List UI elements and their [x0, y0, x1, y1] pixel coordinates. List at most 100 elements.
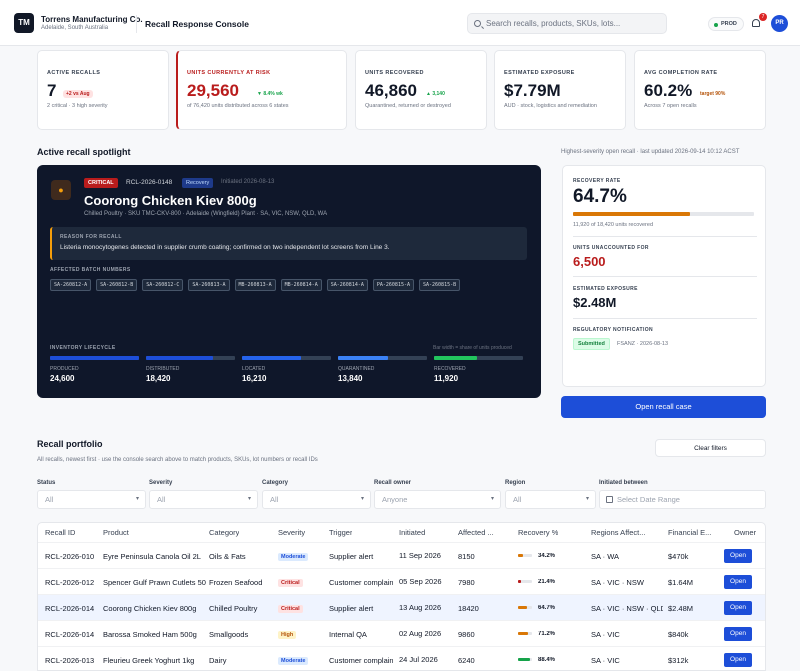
product-meta: Chilled Poultry · SKU TMC-CKV-800 · Adel… — [84, 211, 328, 217]
table-row[interactable]: RCL-2026-010 Eyre Peninsula Canola Oil 2… — [38, 542, 765, 568]
recovery-label: RECOVERY RATE — [573, 178, 621, 184]
filter-label-initiated: Initiated between — [599, 480, 648, 486]
open-button[interactable]: Open — [724, 575, 752, 589]
kpi-sub: Across 7 open recalls — [644, 103, 697, 109]
kpi-value: 46,860 — [365, 81, 417, 100]
kpi-sub: Quarantined, returned or destroyed — [365, 103, 451, 109]
cell-initiated: 02 Aug 2026 — [399, 629, 442, 638]
reason-label: REASON FOR RECALL — [60, 234, 122, 240]
lifecycle-stage: QUARANTINED 13,840 — [338, 356, 427, 383]
column-header[interactable]: Recall ID — [45, 528, 76, 537]
kpi-value: 60.2% — [644, 81, 693, 100]
table-row[interactable]: RCL-2026-014 Barossa Smoked Ham 500g Sma… — [38, 620, 765, 646]
cell-recall-id: RCL-2026-014 — [45, 604, 95, 613]
kpi-label: ESTIMATED EXPOSURE — [504, 70, 575, 76]
product-title: Coorong Chicken Kiev 800g — [84, 193, 257, 208]
table-row[interactable]: RCL-2026-014 Coorong Chicken Kiev 800g C… — [38, 594, 765, 620]
batch-list: SA-260812-A SA-260812-B SA-260812-C SA-2… — [50, 279, 461, 291]
cell-product: Eyre Peninsula Canola Oil 2L — [103, 552, 201, 561]
open-button[interactable]: Open — [724, 549, 752, 563]
lifecycle-stage: DISTRIBUTED 18,420 — [146, 356, 235, 383]
unaccounted-label: UNITS UNACCOUNTED FOR — [573, 245, 649, 251]
stage-value: 11,920 — [434, 374, 459, 383]
cell-product: Fleurieu Greek Yoghurt 1kg — [103, 656, 195, 665]
cell-regions: SA · WA — [591, 552, 620, 561]
recovery-track — [518, 632, 532, 635]
batch-chip: SA-260812-A — [50, 279, 92, 291]
stage-label: RECOVERED — [434, 366, 466, 372]
reason-text: Listeria monocytogenes detected in suppl… — [60, 244, 390, 251]
kpi-value: 7 — [47, 81, 57, 100]
table-row[interactable]: RCL-2026-012 Spencer Gulf Prawn Cutlets … — [38, 568, 765, 594]
kpi-label: ACTIVE RECALLS — [47, 70, 101, 76]
open-button[interactable]: Open — [724, 653, 752, 667]
avatar[interactable]: PR — [771, 15, 788, 32]
cell-financial: $1.64M — [668, 578, 694, 587]
regulatory-detail: FSANZ · 2026-08-13 — [617, 341, 669, 347]
company-logo: TM — [14, 13, 34, 33]
cell-category: Dairy — [209, 656, 227, 665]
cell-affected: 7980 — [458, 578, 475, 587]
cell-trigger: Customer complaint — [329, 578, 393, 587]
open-button[interactable]: Open — [724, 627, 752, 641]
divider — [573, 236, 757, 237]
severity-badge: Moderate — [278, 553, 309, 561]
open-recall-case-button[interactable]: Open recall case — [561, 396, 766, 418]
portfolio-heading: Recall portfolio — [37, 439, 103, 449]
column-header[interactable]: Severity — [278, 528, 306, 537]
filter-label-category: Category — [262, 480, 289, 486]
divider — [136, 15, 137, 33]
filter-label-owner: Recall owner — [374, 480, 412, 486]
cell-product: Barossa Smoked Ham 500g — [103, 630, 197, 639]
initiated-date: Initiated 2026-08-13 — [221, 179, 275, 185]
column-header[interactable]: Category — [209, 528, 240, 537]
column-header[interactable]: Owner — [734, 528, 757, 537]
recovery-track — [573, 212, 754, 216]
cell-recall-id: RCL-2026-014 — [45, 630, 95, 639]
filter-region-select[interactable]: All — [505, 490, 596, 509]
search-placeholder: Search recalls, products, SKUs, lots... — [486, 19, 621, 28]
spotlight-note: Highest-severity open recall · last upda… — [561, 149, 740, 155]
env-badge: PROD — [708, 17, 744, 31]
filter-category-select[interactable]: All — [262, 490, 371, 509]
open-button[interactable]: Open — [724, 601, 752, 615]
kpi-tag: target 90% — [700, 91, 726, 97]
kpi-tag: ▲ 3,140 — [426, 91, 445, 97]
recovery-track — [518, 580, 532, 583]
column-header[interactable]: Product — [103, 528, 129, 537]
cell-regions: SA · VIC — [591, 656, 620, 665]
table-row[interactable]: RCL-2026-013 Fleurieu Greek Yoghurt 1kg … — [38, 646, 765, 670]
kpi-units-at-risk: UNITS CURRENTLY AT RISK 29,560 ▼ 8.4% wk… — [176, 50, 347, 130]
date-range-input[interactable]: Select Date Range — [599, 490, 766, 509]
severity-badge: Moderate — [278, 657, 309, 665]
column-header[interactable]: Financial E... — [668, 528, 712, 537]
column-header[interactable]: Regions Affect... — [591, 528, 646, 537]
stage-label: PRODUCED — [50, 366, 79, 372]
cell-initiated: 13 Aug 2026 — [399, 603, 442, 612]
batch-chip: SA-260814-A — [326, 279, 368, 291]
portfolio-note: All recalls, newest first · use the cons… — [37, 457, 318, 463]
search-input[interactable]: Search recalls, products, SKUs, lots... — [467, 13, 667, 34]
bell-icon[interactable] — [752, 19, 760, 27]
severity-badge: Critical — [278, 605, 303, 613]
column-header[interactable]: Trigger — [329, 528, 353, 537]
top-bar: TM Torrens Manufacturing Co. Adelaide, S… — [0, 0, 800, 46]
filter-severity-select[interactable]: All — [149, 490, 258, 509]
status-badge: Recovery — [182, 178, 214, 188]
cell-recovery: 71.2% — [538, 631, 556, 637]
filter-status-select[interactable]: All — [37, 490, 146, 509]
column-header[interactable]: Initiated — [399, 528, 426, 537]
recovery-track — [518, 658, 532, 661]
severity-badge: CRITICAL — [84, 178, 118, 188]
org-location: Adelaide, South Australia — [41, 25, 109, 31]
column-header[interactable]: Recovery % — [518, 528, 559, 537]
column-header[interactable]: Affected ... — [458, 528, 494, 537]
calendar-icon — [606, 496, 613, 503]
recall-table: Recall ID Product Category Severity Trig… — [37, 522, 766, 671]
cell-category: Chilled Poultry — [209, 604, 258, 613]
filter-owner-select[interactable]: Anyone — [374, 490, 501, 509]
filter-label-region: Region — [505, 480, 526, 486]
clear-filters-button[interactable]: Clear filters — [655, 439, 766, 457]
recovery-track — [518, 554, 532, 557]
divider — [573, 276, 757, 277]
